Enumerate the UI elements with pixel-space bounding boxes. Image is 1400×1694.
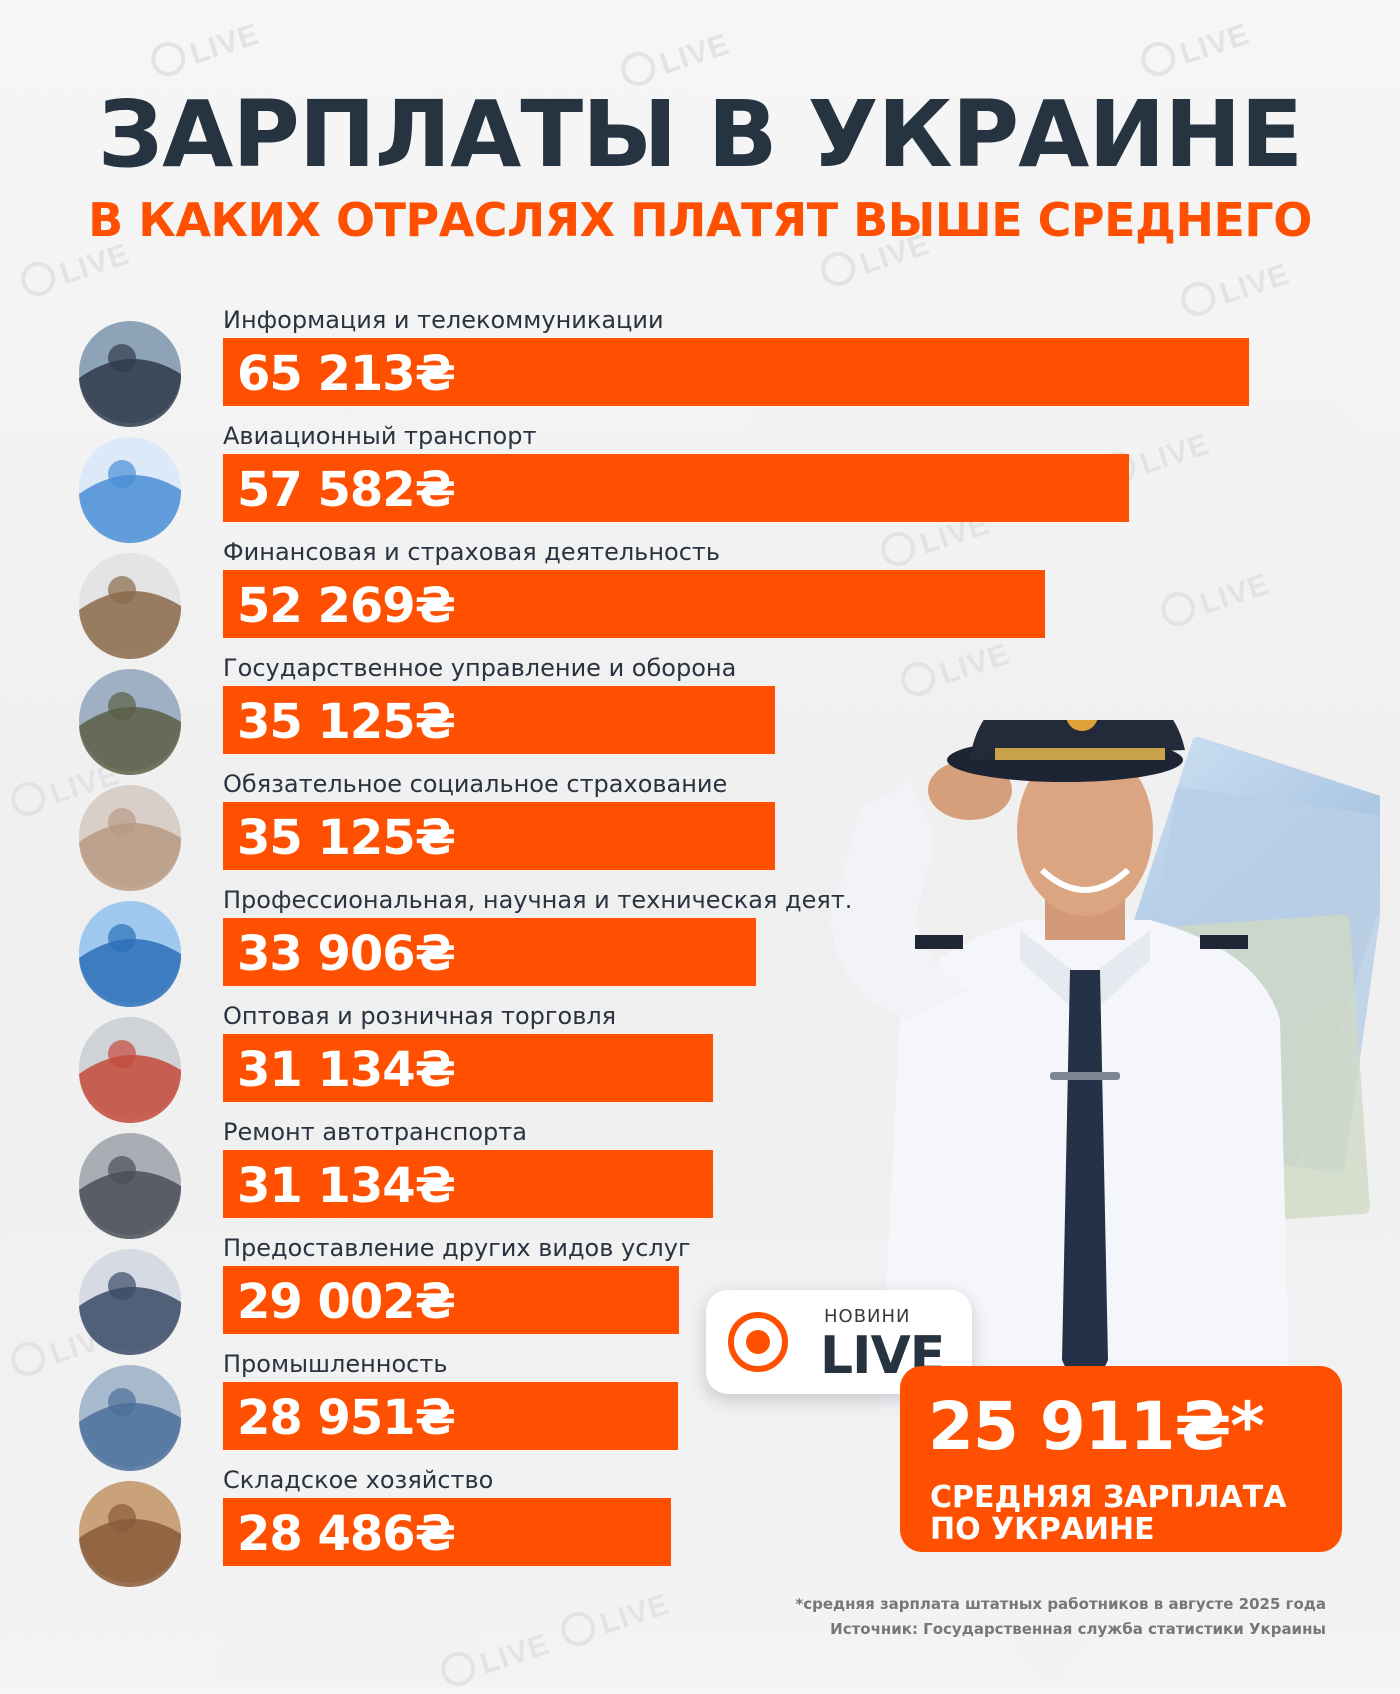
chart-row: Финансовая и страховая деятельность 52 26… bbox=[79, 538, 1045, 660]
bar bbox=[223, 1034, 713, 1102]
car-repair-icon bbox=[79, 1133, 182, 1240]
bar bbox=[223, 1498, 671, 1566]
warehouse-icon bbox=[79, 1481, 182, 1588]
bar-value-label: 31 134₴ bbox=[237, 1158, 455, 1214]
bar-value-label: 65 213₴ bbox=[237, 346, 455, 402]
business-handshake-icon bbox=[79, 1249, 182, 1356]
chart-row: Авиационный транспорт 57 582₴ bbox=[79, 422, 1129, 544]
bar-value-label: 57 582₴ bbox=[237, 462, 455, 518]
bar bbox=[223, 570, 1045, 638]
bar-value-label: 33 906₴ bbox=[237, 926, 455, 982]
average-salary-value: 25 911₴* bbox=[928, 1388, 1265, 1465]
chart-row: Профессиональная, научная и техническая … bbox=[79, 886, 852, 1008]
it-worker-icon bbox=[79, 321, 182, 428]
bar-category-label: Обязательное социальное страхование bbox=[223, 770, 727, 798]
bar-value-label: 35 125₴ bbox=[237, 810, 455, 866]
bar bbox=[223, 338, 1249, 406]
chart-row: Информация и телекоммуникации 65 213₴ bbox=[79, 306, 1249, 428]
footnote: *средняя зарплата штатных работников в а… bbox=[795, 1592, 1326, 1642]
bar-category-label: Промышленность bbox=[223, 1350, 447, 1378]
bar-category-label: Финансовая и страховая деятельность bbox=[223, 538, 720, 566]
bar-category-label: Складское хозяйство bbox=[223, 1466, 493, 1494]
page-title: ЗАРПЛАТЫ В УКРАИНЕ bbox=[97, 81, 1303, 188]
bar-value-label: 28 486₴ bbox=[237, 1506, 455, 1562]
bar-category-label: Государственное управление и оборона bbox=[223, 654, 736, 682]
airplane-icon bbox=[79, 437, 182, 544]
bar bbox=[223, 802, 775, 870]
live-logo-icon bbox=[728, 1312, 788, 1372]
average-salary-box: 25 911₴* СРЕДНЯЯ ЗАРПЛАТА ПО УКРАИНЕ bbox=[900, 1366, 1342, 1552]
chart-row: Оптовая и розничная торговля 31 134₴ bbox=[79, 1002, 713, 1124]
bar-value-label: 52 269₴ bbox=[237, 578, 455, 634]
bar bbox=[223, 686, 775, 754]
bar-category-label: Оптовая и розничная торговля bbox=[223, 1002, 616, 1030]
bar bbox=[223, 1266, 679, 1334]
chart-row: Государственное управление и оборона 35 1… bbox=[79, 654, 775, 776]
average-salary-label: СРЕДНЯЯ ЗАРПЛАТА ПО УКРАИНЕ bbox=[930, 1480, 1287, 1547]
chart-row: Промышленность 28 951₴ bbox=[79, 1350, 678, 1472]
logo-small-text: НОВИНИ bbox=[824, 1306, 911, 1327]
bar-value-label: 29 002₴ bbox=[237, 1274, 455, 1330]
bar-value-label: 35 125₴ bbox=[237, 694, 455, 750]
industry-plant-icon bbox=[79, 1365, 182, 1472]
bar bbox=[223, 1150, 713, 1218]
chart-row: Обязательное социальное страхование 35 12… bbox=[79, 770, 775, 892]
bar-category-label: Предоставление других видов услуг bbox=[223, 1234, 691, 1262]
bar-category-label: Авиационный транспорт bbox=[223, 422, 536, 450]
microscope-icon bbox=[79, 901, 182, 1008]
footnote-line-2: Источник: Государственная служба статист… bbox=[830, 1620, 1326, 1638]
bar-value-label: 31 134₴ bbox=[237, 1042, 455, 1098]
shopping-cart-icon bbox=[79, 1017, 182, 1124]
soldiers-flag-icon bbox=[79, 669, 182, 776]
finance-coins-icon bbox=[79, 553, 182, 660]
bar bbox=[223, 1382, 678, 1450]
chart-row: Предоставление других видов услуг 29 002₴ bbox=[79, 1234, 691, 1356]
bar bbox=[223, 454, 1129, 522]
bar-value-label: 28 951₴ bbox=[237, 1390, 455, 1446]
bar-category-label: Профессиональная, научная и техническая … bbox=[223, 886, 852, 914]
footnote-line-1: *средняя зарплата штатных работников в а… bbox=[795, 1595, 1326, 1613]
bar bbox=[223, 918, 756, 986]
bar-category-label: Ремонт автотранспорта bbox=[223, 1118, 527, 1146]
pilot-illustration bbox=[830, 720, 1380, 1410]
social-care-icon bbox=[79, 785, 182, 892]
chart-row: Ремонт автотранспорта 31 134₴ bbox=[79, 1118, 713, 1240]
page-subtitle: В КАКИХ ОТРАСЛЯХ ПЛАТЯТ ВЫШЕ СРЕДНЕГО bbox=[88, 193, 1312, 247]
bar-category-label: Информация и телекоммуникации bbox=[223, 306, 664, 334]
chart-row: Складское хозяйство 28 486₴ bbox=[79, 1466, 671, 1588]
